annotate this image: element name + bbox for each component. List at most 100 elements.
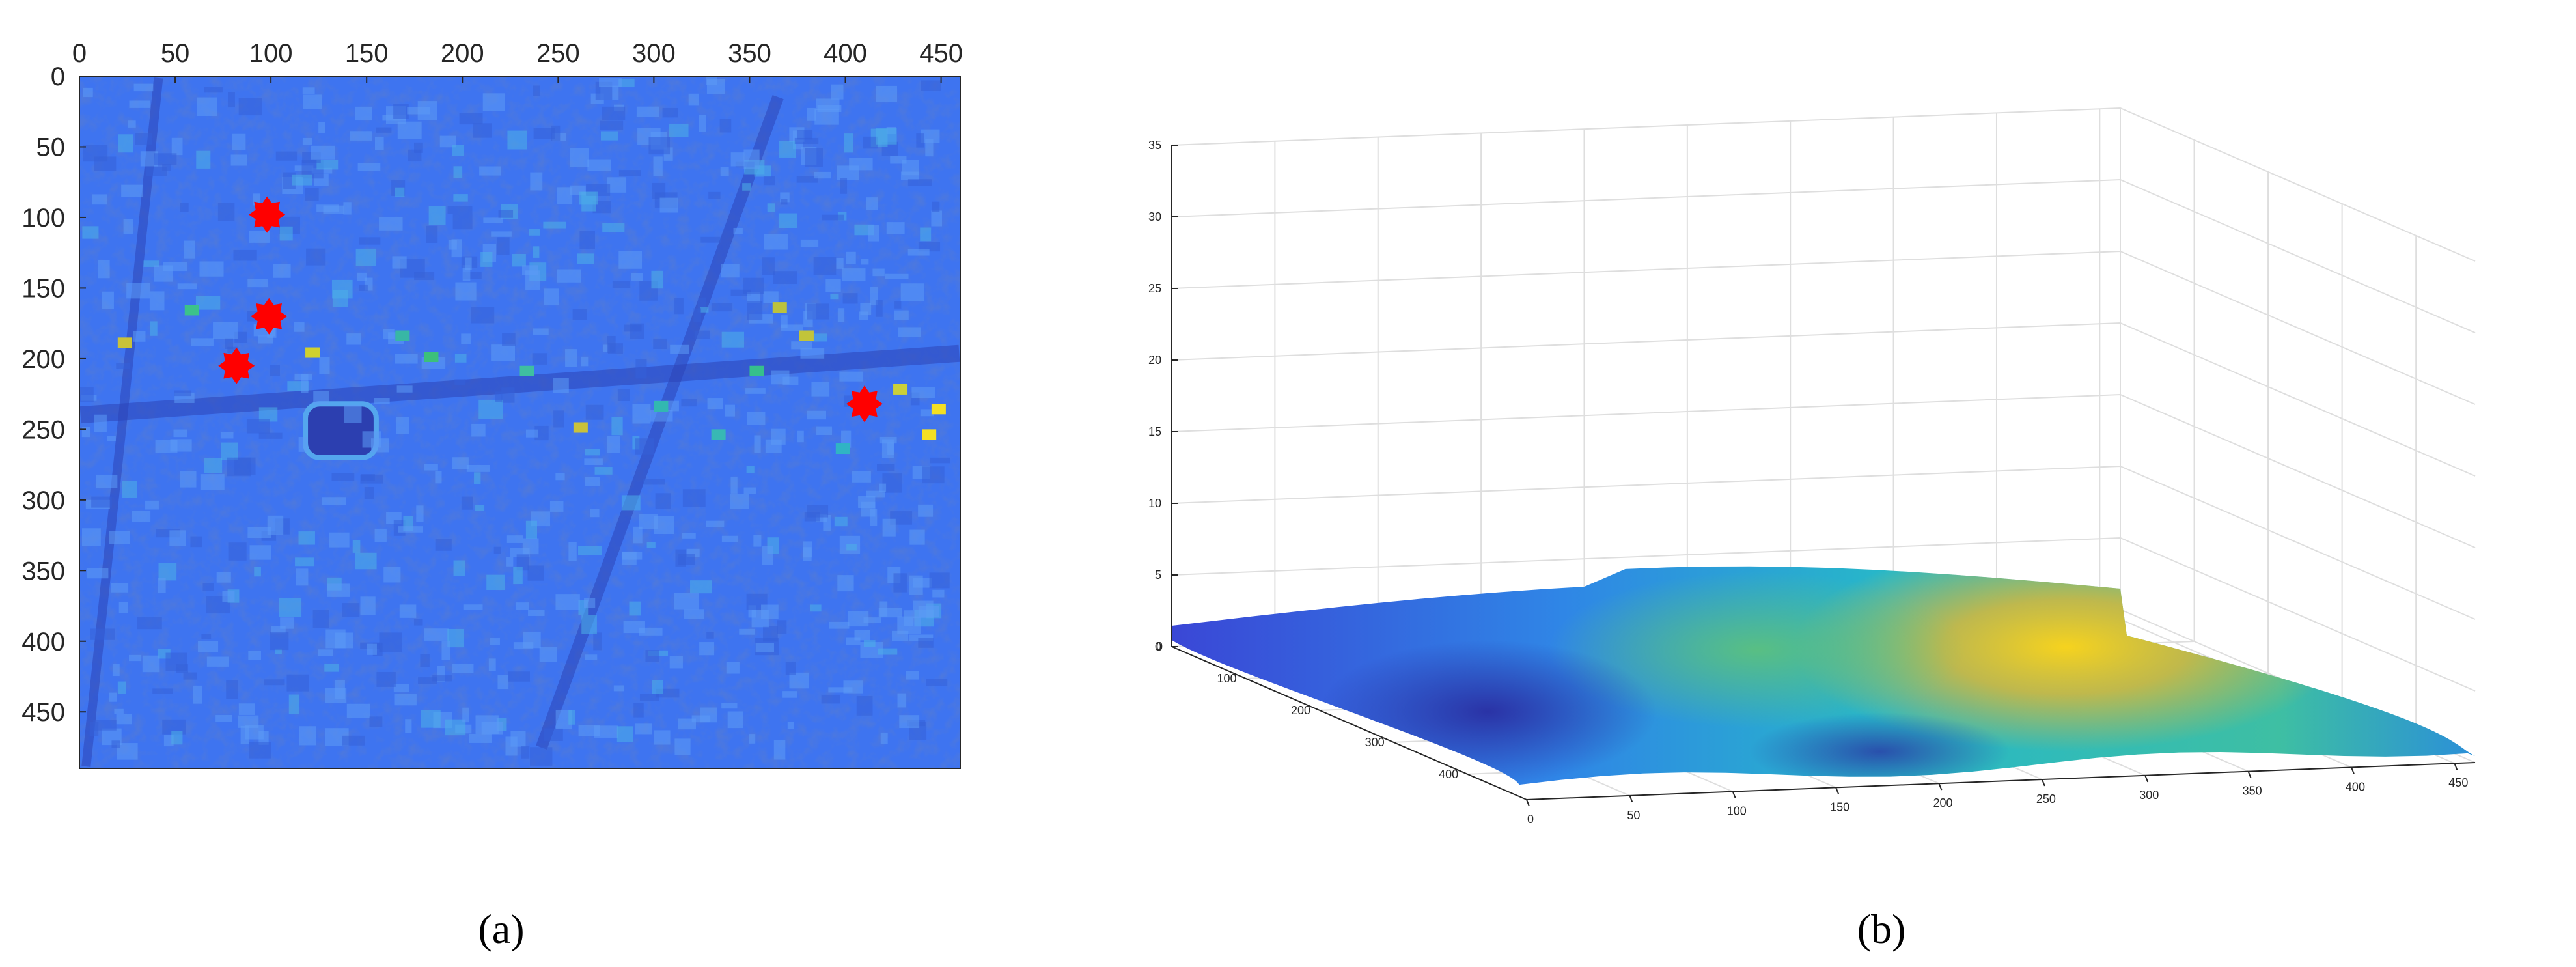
building bbox=[135, 133, 152, 145]
x-tick-label: 300 bbox=[632, 39, 676, 68]
x-tick-label: 50 bbox=[1627, 809, 1640, 822]
building bbox=[364, 486, 374, 499]
z-tick-label: 25 bbox=[1148, 282, 1161, 295]
building bbox=[253, 193, 260, 206]
building bbox=[376, 127, 392, 133]
building bbox=[267, 515, 284, 535]
building bbox=[882, 518, 896, 537]
building bbox=[674, 593, 699, 610]
building bbox=[762, 626, 778, 642]
building bbox=[898, 327, 921, 337]
building bbox=[369, 716, 383, 727]
building bbox=[906, 671, 919, 680]
building bbox=[352, 540, 361, 553]
tall-building bbox=[519, 365, 534, 376]
building bbox=[572, 309, 587, 320]
x-tick-label: 250 bbox=[536, 39, 580, 68]
building bbox=[394, 694, 417, 706]
building bbox=[191, 338, 214, 346]
building bbox=[96, 474, 118, 488]
building bbox=[823, 515, 831, 531]
surface-panel: 0 50 100 150 200 250 300 350 400 450 0 100 200 300 400… bbox=[1148, 107, 2476, 952]
building bbox=[342, 735, 365, 746]
building bbox=[578, 546, 602, 555]
building bbox=[112, 664, 120, 677]
building bbox=[479, 166, 501, 176]
building bbox=[374, 528, 387, 542]
building bbox=[674, 298, 684, 315]
building bbox=[325, 688, 347, 703]
building bbox=[94, 414, 107, 432]
tall-building bbox=[117, 337, 132, 348]
building bbox=[327, 583, 350, 597]
building bbox=[360, 474, 383, 484]
y-tick-label: 300 bbox=[21, 486, 65, 515]
building bbox=[254, 567, 261, 577]
building bbox=[659, 197, 678, 213]
building bbox=[858, 496, 876, 509]
building bbox=[863, 136, 878, 149]
x-tick-label: 50 bbox=[161, 39, 190, 68]
building bbox=[474, 472, 481, 484]
building bbox=[555, 594, 580, 610]
building bbox=[655, 493, 671, 509]
building bbox=[469, 733, 492, 743]
building bbox=[920, 227, 932, 242]
building bbox=[635, 359, 647, 379]
x-tick-label: 250 bbox=[2036, 792, 2056, 806]
heatmap-frame bbox=[79, 76, 961, 769]
building bbox=[270, 365, 281, 376]
building bbox=[763, 176, 775, 186]
building bbox=[249, 231, 270, 243]
building bbox=[747, 292, 760, 303]
building bbox=[346, 333, 361, 345]
building bbox=[507, 130, 527, 150]
building bbox=[771, 428, 786, 445]
building bbox=[480, 251, 493, 267]
building bbox=[452, 214, 473, 230]
x-tick-label: 0 bbox=[1527, 813, 1534, 826]
x-tick-label: 150 bbox=[1830, 800, 1849, 813]
building bbox=[565, 349, 577, 367]
building bbox=[306, 248, 326, 266]
building bbox=[813, 257, 837, 275]
building bbox=[900, 171, 920, 180]
building bbox=[98, 260, 110, 279]
building bbox=[929, 572, 950, 589]
building bbox=[453, 194, 468, 202]
building bbox=[650, 410, 673, 422]
z-gridline bbox=[1171, 107, 2476, 262]
building bbox=[578, 725, 600, 736]
building bbox=[807, 303, 830, 320]
building bbox=[493, 546, 501, 554]
building bbox=[618, 78, 635, 88]
building bbox=[621, 495, 641, 511]
building bbox=[585, 654, 598, 660]
building bbox=[932, 201, 940, 212]
building bbox=[568, 542, 577, 561]
building bbox=[482, 93, 505, 111]
building bbox=[301, 374, 309, 393]
y-tick-label: 300 bbox=[1365, 736, 1385, 749]
building bbox=[803, 541, 812, 558]
tall-building bbox=[922, 429, 937, 440]
building bbox=[749, 734, 756, 744]
building bbox=[699, 642, 715, 656]
building bbox=[636, 106, 659, 117]
building bbox=[762, 546, 773, 565]
building bbox=[171, 137, 183, 156]
building bbox=[126, 283, 150, 299]
building bbox=[613, 685, 624, 692]
building bbox=[216, 572, 231, 583]
building bbox=[648, 137, 671, 155]
building bbox=[264, 679, 285, 686]
z-gridline bbox=[1171, 322, 2476, 477]
x-tick-label: 400 bbox=[2346, 780, 2365, 793]
z-gridline bbox=[1171, 250, 2476, 405]
building bbox=[525, 429, 538, 438]
y-tick-label: 400 bbox=[1439, 768, 1458, 781]
tall-building bbox=[799, 330, 814, 341]
building bbox=[432, 675, 452, 682]
building bbox=[810, 604, 822, 612]
building bbox=[887, 442, 894, 455]
